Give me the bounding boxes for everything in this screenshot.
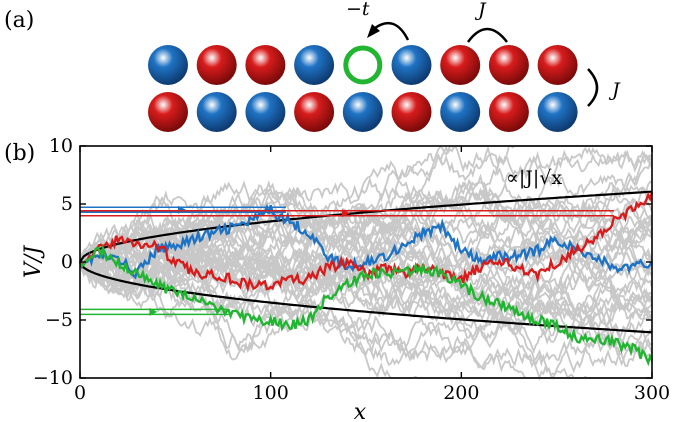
x-tick-label: 0 [74,382,86,404]
x-axis-label: x [354,400,367,422]
gray-trajectory [79,235,653,335]
panel-b-label: (b) [4,141,35,166]
panel-a: (a) −t J J [4,0,621,132]
envelope-upper [79,190,653,263]
blue-spin-ball [440,92,481,132]
gray-trajectory [79,240,653,326]
coupling-arc-top [466,27,508,43]
gray-trajectory [79,241,653,331]
blue-spin-ball [391,45,432,85]
red-spin-ball [196,45,237,85]
red-spin-ball [391,92,432,132]
y-tick-label: −5 [45,309,73,331]
red-spin-ball [488,45,529,85]
hop-label: −t [346,0,370,20]
y-tick-label: 5 [61,193,73,215]
blue-spin-ball [342,92,383,132]
blue-trajectory [78,203,653,280]
axis-ticks: 0 100 200 300 −10 −5 0 5 10 [33,135,670,404]
hop-arrow-head [367,24,380,38]
y-tick-label: −10 [33,367,73,389]
green-plateau-arrow [149,307,158,316]
x-tick-label: 300 [634,382,670,404]
gray-trajectory [79,149,653,289]
blue-plateau-arrow [177,205,186,214]
coupling-label-side: J [608,79,621,101]
spin-chain-row-2 [148,92,578,132]
gray-trajectory [79,198,653,267]
blue-spin-ball [196,92,237,132]
panel-b: 0 100 200 300 −10 −5 0 5 10 (b) ∝|J|√x x V/J [4,135,670,422]
gray-trajectory [79,144,653,263]
gray-trajectory [79,187,653,285]
red-spin-ball [440,45,481,85]
y-tick-label: 10 [49,135,73,157]
hole-site [343,45,383,85]
gray-trajectory [79,251,652,381]
x-tick-label: 200 [443,382,479,404]
y-tick-label: 0 [61,251,73,273]
blue-spin-ball [245,92,286,132]
red-plateau-arrow [341,209,350,218]
red-spin-ball [148,92,188,132]
x-tick-label: 100 [253,382,289,404]
red-spin-ball [537,45,578,85]
coupling-label-top: J [474,0,487,21]
gray-trajectory [79,236,653,354]
green-trajectory [78,244,654,367]
blue-spin-ball [537,92,578,132]
y-axis-label: V/J [21,245,46,278]
coupling-arc-side [587,68,599,107]
red-spin-ball [245,45,286,85]
hop-arrow [374,21,410,41]
spin-chain-row-1 [148,45,578,85]
panel-a-label: (a) [4,8,34,33]
blue-spin-ball [148,45,188,85]
highlight-trajectories [78,191,654,367]
red-spin-ball [294,92,335,132]
blue-spin-ball [294,45,335,85]
red-spin-ball [488,92,529,132]
envelope-label: ∝|J|√x [506,167,562,189]
